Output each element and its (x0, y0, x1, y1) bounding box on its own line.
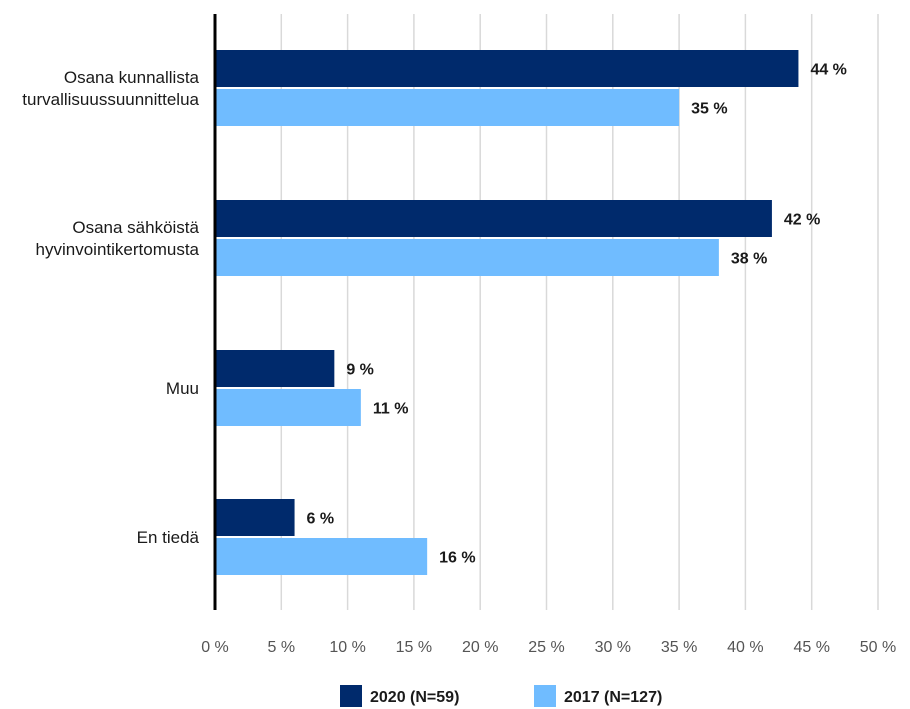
legend-swatch-2017 (534, 685, 556, 707)
x-tick-label-40: 40 % (727, 639, 763, 656)
data-label-2020-0: 44 % (810, 62, 846, 79)
x-tick-label-35: 35 % (661, 639, 697, 656)
bar-2020-3 (215, 499, 295, 536)
x-tick-label-30: 30 % (595, 639, 631, 656)
legend-swatch-2020 (340, 685, 362, 707)
legend-label-2020: 2020 (N=59) (370, 689, 459, 706)
data-label-2020-2: 9 % (346, 362, 374, 379)
x-tick-label-0: 0 % (201, 639, 229, 656)
legend: 2020 (N=59) 2017 (N=127) (340, 685, 662, 707)
bar-2020-1 (215, 200, 772, 237)
x-tick-label-5: 5 % (268, 639, 296, 656)
bar-2017-2 (215, 389, 361, 426)
x-tick-label-20: 20 % (462, 639, 498, 656)
data-label-2017-1: 38 % (731, 251, 767, 268)
category-label-0: Osana kunnallista turvallisuussuunnittelu… (22, 68, 199, 109)
x-tick-label-50: 50 % (860, 639, 896, 656)
bar-2020-0 (215, 50, 799, 87)
x-tick-label-25: 25 % (528, 639, 564, 656)
bar-2020-2 (215, 350, 335, 387)
bar-2017-1 (215, 239, 719, 276)
bars (215, 50, 799, 575)
data-label-2017-3: 16 % (439, 550, 475, 567)
data-label-2020-1: 42 % (784, 212, 820, 229)
category-label-1: Osana sähköistä hyvinvointikertomusta (36, 218, 200, 259)
legend-label-2017: 2017 (N=127) (564, 689, 662, 706)
data-label-2017-2: 11 % (373, 401, 409, 418)
bar-2017-3 (215, 538, 428, 575)
x-tick-label-15: 15 % (396, 639, 432, 656)
data-label-2017-0: 35 % (691, 101, 727, 118)
x-tick-label-10: 10 % (329, 639, 365, 656)
x-tick-label-45: 45 % (793, 639, 829, 656)
labels: 0 % 5 % 10 % 15 % 20 % 25 % 30 % 35 % 40 % 45 % 50… (22, 62, 896, 657)
data-label-2020-3: 6 % (307, 511, 335, 528)
category-label-3: En tiedä (137, 528, 200, 547)
category-label-2: Muu (166, 379, 199, 398)
bar-2017-0 (215, 89, 680, 126)
